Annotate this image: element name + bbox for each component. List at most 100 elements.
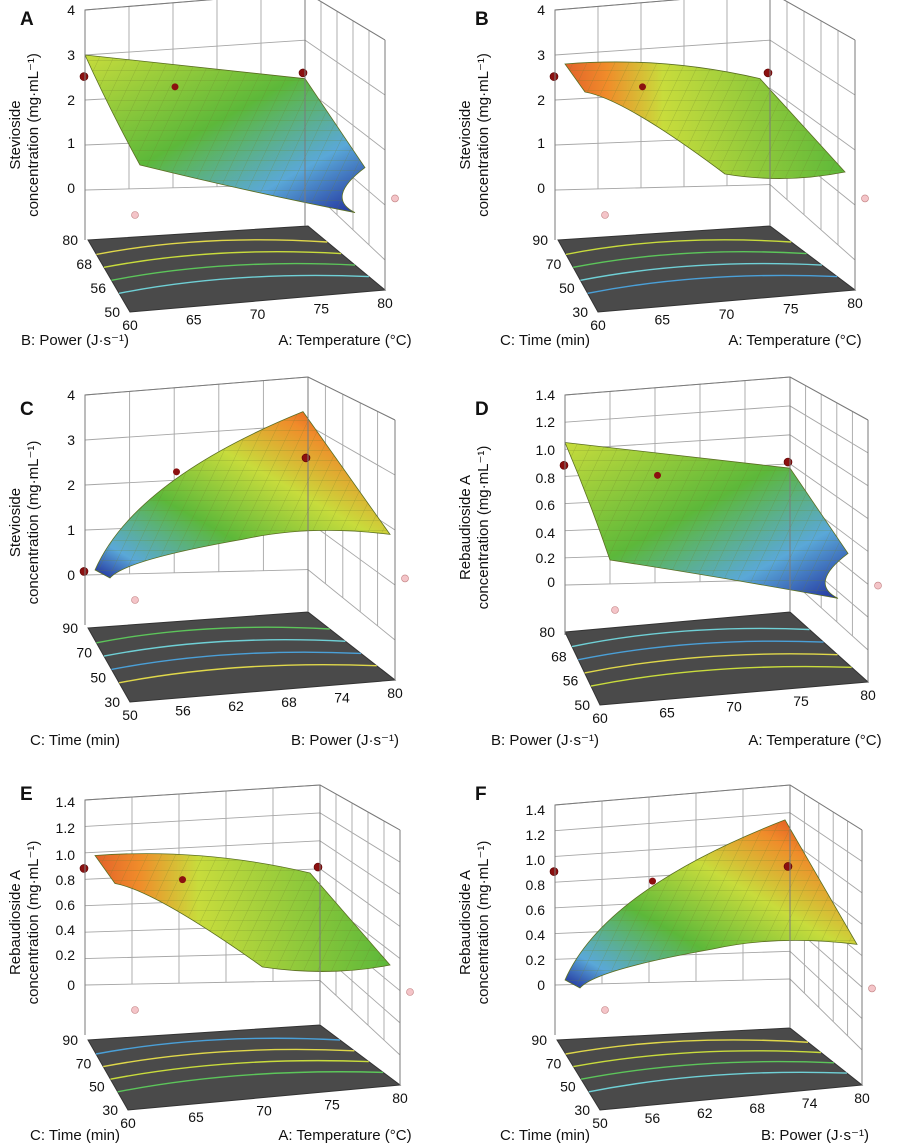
contour-floor <box>564 611 870 706</box>
gridline <box>304 39 386 96</box>
x-tick-label: 62 <box>228 698 244 714</box>
x-axis-label: A: Temperature (°C) <box>278 332 411 349</box>
y-ticks: 30 50 70 90 <box>531 1032 590 1118</box>
x-tick-label: 74 <box>802 1095 818 1111</box>
design-point <box>171 83 179 91</box>
gridline <box>789 950 863 1019</box>
contour-line <box>103 1048 355 1068</box>
design-point <box>783 862 793 871</box>
y-tick-label: 68 <box>76 256 92 272</box>
x-tick-label: 74 <box>334 689 350 705</box>
z-tick-label: 1.4 <box>56 794 76 810</box>
gridline <box>789 405 869 454</box>
axis-frame <box>564 376 869 635</box>
y-tick-label: 80 <box>539 624 555 640</box>
panel-label: A <box>20 9 34 30</box>
z-axis-label: Stevioside <box>7 488 24 557</box>
z-tick-label: 2 <box>67 92 75 108</box>
gridline <box>769 184 856 261</box>
gridline <box>554 978 791 986</box>
x-tick-label: 75 <box>313 301 329 317</box>
x-tick-label: 60 <box>122 317 138 333</box>
gridline <box>789 812 863 862</box>
x-ticks: 60 65 70 75 80 <box>122 295 393 333</box>
gridline <box>769 87 856 151</box>
x-tick-label: 75 <box>324 1096 340 1112</box>
design-point <box>131 1006 139 1014</box>
surface-mesh <box>565 61 845 179</box>
gridline <box>84 39 306 56</box>
surface-mesh <box>565 819 857 988</box>
axis-frame <box>84 784 401 1035</box>
z-tick-label: 3 <box>67 432 75 448</box>
design-point <box>649 877 656 885</box>
y-ticks: 30 50 70 90 <box>532 232 588 320</box>
floor-contours <box>96 239 369 294</box>
z-tick-label: 1.0 <box>526 852 546 868</box>
design-point <box>611 606 619 614</box>
floor-contours <box>96 626 377 684</box>
y-tick-label: 70 <box>76 1055 92 1071</box>
z-ticks: 4 3 2 1 0 <box>67 2 75 196</box>
z-tick-label: 1.0 <box>536 442 556 458</box>
z-axis-label: Stevioside <box>7 100 24 169</box>
z-tick-label: 0.2 <box>536 550 556 566</box>
z-axis-label: concentration (mg·mL⁻¹) <box>475 53 492 217</box>
floor-contours <box>95 1037 384 1093</box>
gridline <box>307 521 396 586</box>
y-axis-label: C: Time (min) <box>30 732 120 749</box>
x-tick-label: 80 <box>392 1090 408 1106</box>
z-tick-label: 1 <box>67 522 75 538</box>
design-point <box>601 1006 609 1014</box>
y-tick-label: 80 <box>62 232 78 248</box>
design-point <box>654 471 661 479</box>
contour-line <box>111 651 362 671</box>
y-tick-label: 90 <box>532 232 548 248</box>
y-tick-label: 90 <box>62 620 78 636</box>
floor-contours <box>565 239 838 294</box>
z-ticks: 4 3 2 1 0 <box>537 2 545 196</box>
z-tick-label: 3 <box>67 47 75 63</box>
design-point <box>601 211 609 219</box>
contour-line <box>573 1050 821 1068</box>
z-tick-label: 0.4 <box>526 927 546 943</box>
z-tick-label: 4 <box>537 2 545 18</box>
gridline <box>789 978 863 1051</box>
z-axis-label: concentration (mg·mL⁻¹) <box>25 841 42 1005</box>
contour-line <box>590 665 852 687</box>
y-tick-label: 50 <box>560 1079 576 1095</box>
z-tick-label: 0 <box>537 977 545 993</box>
chart-panel-b: 4 3 2 1 0 Stevioside concentration (mg·mL⁻¹) 60… <box>457 0 869 349</box>
gridline <box>783 0 856 41</box>
x-tick-label: 70 <box>250 306 266 322</box>
y-tick-label: 30 <box>574 1102 590 1118</box>
z-tick-label: 1.2 <box>56 820 76 836</box>
contour-line <box>117 1071 384 1093</box>
design-point <box>391 194 399 203</box>
y-tick-label: 50 <box>90 669 106 685</box>
gridline <box>319 812 401 863</box>
z-tick-label: 1.4 <box>526 802 546 818</box>
axis-frame <box>554 0 856 240</box>
contour-line <box>573 251 807 269</box>
z-tick-label: 0.4 <box>56 922 76 938</box>
x-tick-label: 80 <box>860 687 876 703</box>
contour-line <box>588 1071 847 1093</box>
design-point <box>639 83 646 91</box>
design-point <box>549 72 559 81</box>
z-tick-label: 0.4 <box>536 525 556 541</box>
chart-panel-a: 4 3 2 1 0 Stevioside concentration (mg·mL⁻¹) 60… <box>7 0 412 349</box>
x-tick-label: 68 <box>749 1100 765 1116</box>
design-point <box>861 194 869 203</box>
x-ticks: 60 65 70 75 80 <box>120 1090 408 1131</box>
gridline <box>84 980 321 986</box>
x-axis-label: A: Temperature (°C) <box>748 732 881 749</box>
y-tick-label: 50 <box>559 280 575 296</box>
z-tick-label: 0.2 <box>56 947 76 963</box>
z-tick-label: 0.6 <box>526 902 546 918</box>
x-tick-label: 50 <box>122 707 138 723</box>
surface-mesh <box>95 411 390 578</box>
x-axis-label: A: Temperature (°C) <box>278 1127 411 1144</box>
